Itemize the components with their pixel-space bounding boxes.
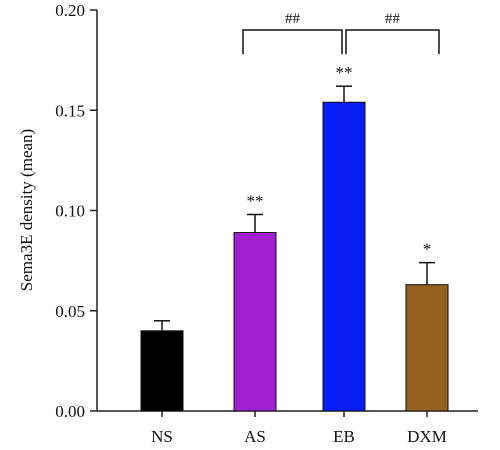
bar-eb	[322, 101, 366, 412]
x-tick-label: AS	[244, 427, 266, 446]
y-axis: 0.00 0.05 0.10 0.15 0.20	[55, 1, 98, 421]
bracket-label: ##	[285, 11, 301, 27]
bar-dxm	[405, 284, 449, 412]
brackets-group: ## ##	[242, 11, 440, 55]
y-tick-label: 0.20	[55, 1, 85, 20]
bar-as	[233, 232, 277, 412]
x-axis: NS AS EB DXM	[97, 410, 478, 446]
bars-group: *****	[140, 63, 449, 412]
comparison-bracket	[242, 29, 343, 55]
y-tick-label: 0.05	[55, 302, 85, 321]
significance-label: *	[423, 240, 432, 259]
y-tick-label: 0.10	[55, 202, 85, 221]
comparison-bracket	[345, 29, 440, 55]
y-tick-label: 0.00	[55, 402, 85, 421]
significance-label: **	[247, 192, 264, 211]
bar-ns	[140, 330, 184, 412]
x-tick-label: EB	[333, 427, 355, 446]
y-axis-title: Sema3E density (mean)	[17, 129, 36, 291]
x-tick-label: NS	[151, 427, 173, 446]
y-tick-label: 0.15	[55, 101, 85, 120]
bracket-label: ##	[385, 11, 401, 27]
x-tick-label: DXM	[407, 427, 447, 446]
significance-label: **	[336, 63, 353, 82]
